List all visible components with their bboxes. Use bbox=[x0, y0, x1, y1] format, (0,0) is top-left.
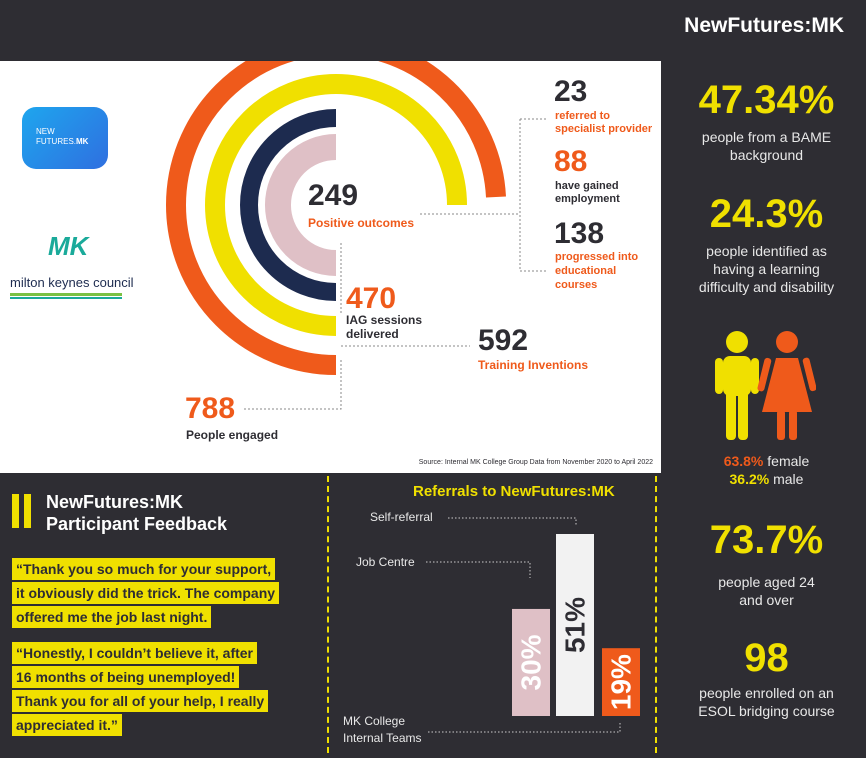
quote-1-line-3: offered me the job last night. bbox=[12, 606, 212, 628]
male-label: male bbox=[773, 471, 804, 487]
bar-mk-college bbox=[602, 648, 640, 716]
positive-label: Positive outcomes bbox=[308, 216, 415, 230]
guide-mk-college bbox=[428, 722, 621, 733]
bar-self-referral bbox=[556, 534, 594, 716]
outcome-138-label-2: educational bbox=[555, 265, 617, 277]
training-value: 592 bbox=[478, 324, 529, 357]
referrals-chart: 30% 51% 19% bbox=[426, 517, 640, 733]
ld-line-1: people identified as bbox=[706, 243, 827, 259]
council-logo: MK milton keynes council bbox=[10, 231, 134, 305]
quote-2-line-4: appreciated it.” bbox=[12, 714, 122, 736]
guide-self-referral bbox=[448, 517, 577, 526]
connector-outcomes bbox=[420, 118, 546, 272]
quote-1: “Thank you so much for your support, it … bbox=[12, 558, 280, 628]
age-line-1: people aged 24 bbox=[718, 574, 815, 590]
ring-engaged-top bbox=[377, 61, 506, 198]
outcome-138-label-3: courses bbox=[555, 279, 598, 291]
age-value: 73.7% bbox=[709, 518, 824, 562]
ring-iag bbox=[240, 109, 337, 301]
connector-engaged bbox=[244, 359, 342, 410]
newfutures-logo-text: NEW FUTURES.MK bbox=[36, 127, 89, 146]
training-label: Training Inventions bbox=[478, 358, 589, 372]
council-logo-mark: MK bbox=[48, 231, 89, 261]
referrals-title: Referrals to NewFutures:MK bbox=[413, 483, 615, 500]
age-line-2: and over bbox=[739, 592, 794, 608]
referrals-panel bbox=[327, 476, 657, 753]
label-job-centre: Job Centre bbox=[356, 555, 415, 569]
bame-line-2: background bbox=[729, 147, 804, 163]
newfutures-logo: NEW FUTURES.MK bbox=[22, 107, 108, 169]
council-logo-stripe-2 bbox=[10, 297, 122, 299]
esol-value: 98 bbox=[744, 636, 789, 680]
feedback-title-1: NewFutures:MK bbox=[46, 492, 184, 512]
ld-line-3: difficulty and disability bbox=[698, 279, 835, 295]
male-icon bbox=[715, 331, 759, 440]
esol-line-2: ESOL bridging course bbox=[698, 703, 835, 719]
outcome-88-value: 88 bbox=[554, 145, 588, 178]
outcome-23-label-1: referred to bbox=[555, 110, 611, 122]
quote-1-line-2: it obviously did the trick. The company bbox=[12, 582, 280, 604]
female-icon bbox=[757, 331, 816, 440]
ld-value: 24.3% bbox=[709, 192, 824, 236]
outcome-88-label-2: employment bbox=[555, 193, 620, 205]
quote-2-line-2: 16 months of being unemployed! bbox=[12, 666, 240, 688]
ld-line-2: having a learning bbox=[713, 261, 820, 277]
engaged-value: 788 bbox=[185, 392, 236, 425]
gender-male-row: 36.2% male bbox=[667, 470, 866, 488]
ring-training bbox=[205, 74, 467, 336]
feedback-title-2: Participant Feedback bbox=[46, 514, 228, 534]
positive-value: 249 bbox=[308, 179, 359, 212]
quote-2: “Honestly, I couldn’t believe it, after … bbox=[12, 642, 269, 736]
page-title: NewFutures:MK bbox=[684, 14, 844, 37]
label-self-referral: Self-referral bbox=[370, 510, 433, 524]
female-pct: 63.8% bbox=[723, 453, 764, 469]
outcome-88-label-1: have gained bbox=[555, 180, 619, 192]
source-note: Source: Internal MK College Group Data f… bbox=[418, 459, 653, 466]
female-label: female bbox=[767, 453, 810, 469]
ring-engaged bbox=[166, 61, 337, 375]
iag-label-2: delivered bbox=[346, 327, 399, 341]
label-mk-college-2: Internal Teams bbox=[343, 731, 422, 745]
rings-graphic bbox=[166, 61, 546, 410]
feedback-marker bbox=[12, 494, 19, 528]
iag-value: 470 bbox=[346, 282, 397, 315]
bame-value: 47.34% bbox=[698, 78, 835, 122]
bame-line-1: people from a BAME bbox=[701, 129, 832, 145]
outcome-138-value: 138 bbox=[554, 217, 605, 250]
gender-icons bbox=[715, 331, 816, 440]
quote-1-line-1: “Thank you so much for your support, bbox=[12, 558, 276, 580]
bar-self-referral-value-label: 51% bbox=[560, 597, 591, 653]
iag-label-1: IAG sessions bbox=[346, 313, 423, 327]
rings-panel: NEW FUTURES.MK MK milton keynes council … bbox=[0, 61, 661, 473]
quote-2-line-3: Thank you for all of your help, I really bbox=[12, 690, 269, 712]
ring-positive bbox=[265, 134, 337, 276]
gender-female-row: 63.8% female bbox=[667, 452, 866, 470]
male-pct: 36.2% bbox=[729, 471, 770, 487]
esol-line-1: people enrolled on an bbox=[699, 685, 834, 701]
outcome-23-value: 23 bbox=[554, 75, 588, 108]
engaged-label: People engaged bbox=[186, 428, 279, 442]
bar-mk-college-value-label: 19% bbox=[606, 654, 637, 710]
label-mk-college-1: MK College bbox=[343, 714, 406, 728]
bar-job-centre-value-label: 30% bbox=[516, 634, 547, 690]
outcome-138-label-1: progressed into bbox=[555, 251, 639, 263]
guide-job-centre bbox=[426, 561, 531, 578]
council-logo-text: milton keynes council bbox=[10, 275, 134, 290]
bar-job-centre bbox=[512, 608, 550, 716]
feedback-marker-2 bbox=[24, 494, 31, 528]
council-logo-stripe bbox=[10, 293, 122, 296]
outcome-23-label-2: specialist provider bbox=[555, 123, 653, 135]
quote-2-line-1: “Honestly, I couldn’t believe it, after bbox=[12, 642, 258, 664]
